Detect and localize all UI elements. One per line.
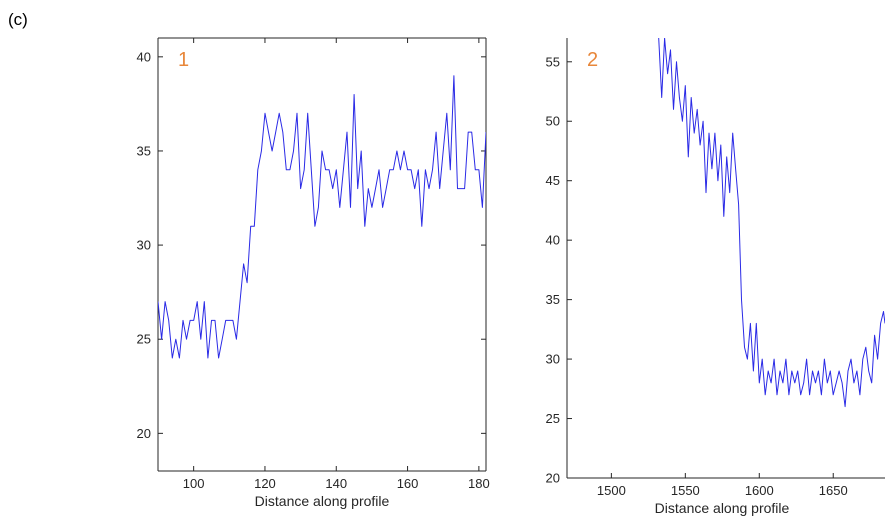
x-tick-label: 160 (397, 476, 419, 491)
x-tick-label: 140 (325, 476, 347, 491)
plot-number-label: 2 (587, 49, 598, 71)
x-tick-label: 180 (468, 476, 490, 491)
y-tick-label: 45 (546, 173, 560, 188)
panel-label: (c) (8, 10, 28, 29)
series-line (158, 75, 486, 359)
y-tick-label: 35 (546, 292, 560, 307)
y-tick-label: 30 (137, 238, 151, 253)
x-tick-label: 100 (183, 476, 205, 491)
y-tick-label: 20 (137, 426, 151, 441)
y-tick-label: 25 (137, 332, 151, 347)
y-tick-label: 50 (546, 114, 560, 129)
y-tick-label: 30 (546, 352, 560, 367)
plot-number-label: 1 (178, 49, 189, 71)
y-tick-label: 35 (137, 143, 151, 158)
series-line (658, 38, 885, 408)
x-tick-label: 1600 (745, 483, 774, 498)
y-tick-label: 25 (546, 411, 560, 426)
x-tick-label: 1550 (671, 483, 700, 498)
x-axis-title: Distance along profile (255, 493, 390, 509)
x-tick-label: 1650 (819, 483, 848, 498)
x-tick-label: 1500 (597, 483, 626, 498)
y-tick-label: 55 (546, 54, 560, 69)
y-tick-label: 40 (546, 233, 560, 248)
y-tick-label: 40 (137, 49, 151, 64)
plot-1: 20 25 30 35 40 100 120 140 160 180 Distance along … (137, 37, 490, 509)
plot-2: 20 25 30 35 40 45 50 55 1500 1550 1600 1650 Distance… (546, 38, 885, 516)
x-axis-title: Distance along profile (655, 500, 790, 516)
x-tick-label: 120 (254, 476, 276, 491)
y-tick-label: 20 (546, 471, 560, 486)
